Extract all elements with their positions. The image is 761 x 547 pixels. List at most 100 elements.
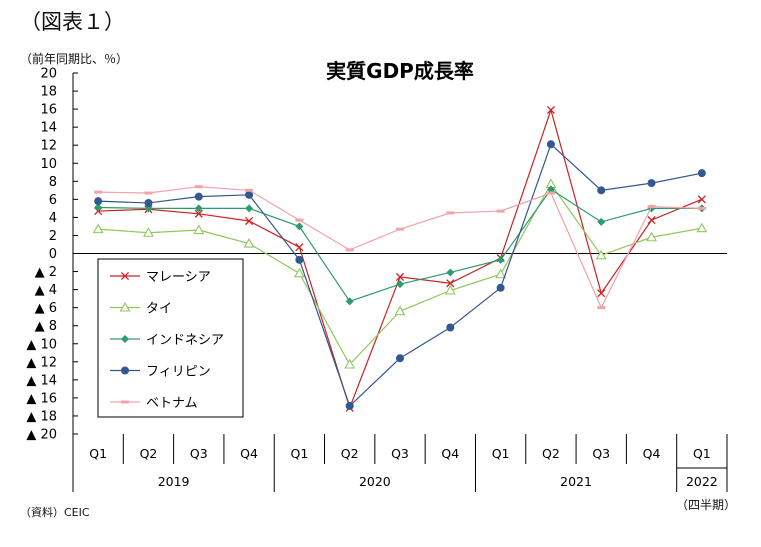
marker-dash xyxy=(345,248,354,252)
marker-x xyxy=(194,209,203,218)
series-3 xyxy=(94,185,706,306)
data-point xyxy=(245,188,254,192)
y-tick-label: 20 xyxy=(40,67,57,82)
data-point xyxy=(446,268,455,277)
data-point xyxy=(446,211,455,215)
x-tick-label: Q4 xyxy=(441,446,459,461)
data-point xyxy=(295,218,304,222)
marker-circle xyxy=(295,255,304,264)
marker-dash xyxy=(396,227,404,231)
data-point xyxy=(647,179,656,188)
data-point xyxy=(496,283,505,292)
marker-circle xyxy=(396,354,404,363)
data-point xyxy=(345,402,354,411)
x-tick-label: Q4 xyxy=(240,446,258,461)
marker-dash xyxy=(194,185,203,189)
y-tick-label: ▲ 20 xyxy=(26,428,57,443)
marker-circle xyxy=(194,192,203,201)
marker-triangle xyxy=(646,231,657,242)
marker-dash xyxy=(597,306,606,310)
x-tick-label: Q3 xyxy=(592,446,610,461)
legend-item: インドネシア xyxy=(110,333,224,348)
y-tick-label: 14 xyxy=(40,121,57,136)
data-point xyxy=(446,323,455,332)
data-point xyxy=(295,255,304,264)
marker-circle xyxy=(446,323,455,332)
data-point xyxy=(546,191,555,195)
data-point xyxy=(595,249,607,260)
data-point xyxy=(144,198,153,207)
data-point xyxy=(597,306,606,310)
y-tick-label: ▲ 16 xyxy=(26,391,57,406)
marker-circle xyxy=(245,190,254,199)
data-point xyxy=(697,206,706,210)
data-point xyxy=(495,268,507,279)
data-point xyxy=(345,248,354,252)
data-point xyxy=(446,279,455,288)
marker-triangle xyxy=(243,237,255,248)
marker-triangle xyxy=(143,227,154,237)
x-tick-label: Q3 xyxy=(391,446,409,461)
year-label: 2021 xyxy=(560,474,592,489)
marker-triangle xyxy=(495,268,507,279)
marker-x xyxy=(295,243,304,252)
marker-dash xyxy=(245,188,254,192)
marker-x xyxy=(597,289,606,298)
data-point xyxy=(295,243,304,252)
marker-dash xyxy=(647,205,656,209)
legend-label: フィリピン xyxy=(146,365,211,380)
marker-diamond xyxy=(446,268,455,277)
y-tick-label: 2 xyxy=(49,229,57,244)
legend-marker xyxy=(121,366,129,375)
marker-triangle xyxy=(119,301,131,312)
data-point xyxy=(94,190,103,194)
data-point xyxy=(293,267,305,278)
marker-x xyxy=(697,195,706,204)
y-tick-label: ▲ 12 xyxy=(26,355,57,370)
marker-diamond xyxy=(546,185,555,194)
legend-item: マレーシア xyxy=(110,270,211,285)
marker-dash xyxy=(546,191,555,195)
marker-circle xyxy=(546,140,555,149)
marker-circle xyxy=(647,179,656,188)
data-point xyxy=(647,205,656,209)
marker-diamond xyxy=(245,204,254,213)
year-label: 2020 xyxy=(359,474,391,489)
marker-dash xyxy=(295,218,304,222)
marker-dash xyxy=(697,206,706,210)
marker-diamond xyxy=(94,203,103,212)
data-point xyxy=(194,185,203,189)
y-tick-label: 6 xyxy=(49,193,57,208)
legend-marker xyxy=(119,301,131,312)
y-tick-label: ▲ 10 xyxy=(26,337,57,352)
legend-item: ベトナム xyxy=(110,396,198,411)
legend-label: ベトナム xyxy=(146,396,198,411)
marker-triangle xyxy=(444,284,456,295)
data-point xyxy=(597,289,606,298)
marker-dash xyxy=(94,190,103,194)
legend-marker xyxy=(121,335,129,343)
data-point xyxy=(194,192,203,201)
y-tick-label: ▲ 6 xyxy=(35,301,57,316)
marker-triangle xyxy=(595,249,607,260)
y-tick-label: 16 xyxy=(40,103,57,118)
year-label: 2019 xyxy=(158,474,190,489)
marker-circle xyxy=(94,197,103,206)
y-tick-label: ▲ 2 xyxy=(35,265,57,280)
marker-dash xyxy=(121,400,129,404)
marker-dash xyxy=(496,209,505,213)
x-tick-label: Q2 xyxy=(140,446,158,461)
series-layer xyxy=(92,105,708,412)
x-tick-label: Q4 xyxy=(643,446,661,461)
marker-dash xyxy=(446,211,455,215)
data-point xyxy=(94,197,103,206)
x-tick-label: Q1 xyxy=(693,446,711,461)
series-4 xyxy=(94,140,706,411)
y-tick-label: 4 xyxy=(49,211,57,226)
data-point xyxy=(546,105,555,115)
data-point xyxy=(194,209,203,218)
y-tick-label: ▲ 14 xyxy=(26,373,57,388)
x-tick-label: Q3 xyxy=(190,446,208,461)
data-point xyxy=(245,204,254,213)
data-point xyxy=(344,358,356,369)
